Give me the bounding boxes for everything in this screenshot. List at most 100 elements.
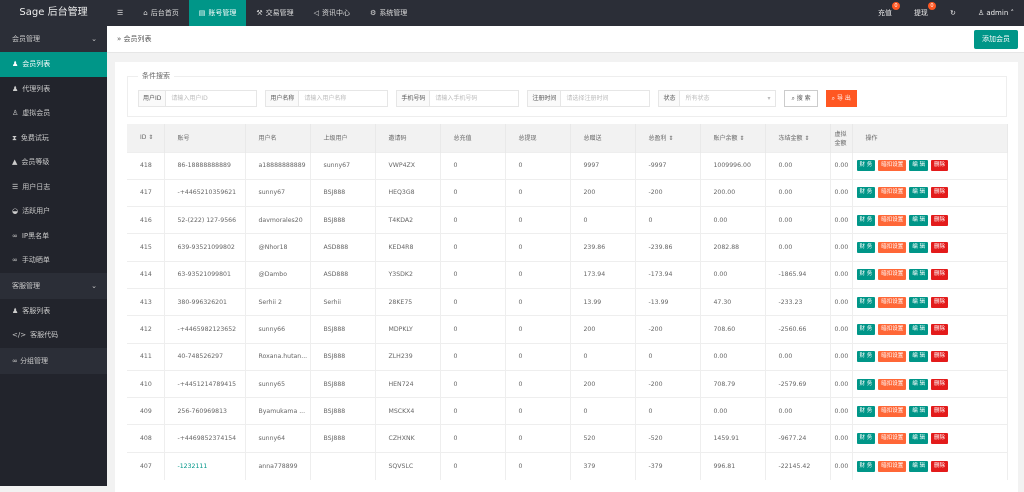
hidden-deduct-settings-button[interactable]: 暗扣设置	[878, 242, 907, 254]
sort-icon[interactable]: ⇕	[666, 135, 674, 143]
sidebar-item-ip-blacklist[interactable]: ∞ IP黑名单	[0, 224, 107, 249]
finance-button[interactable]: 财 务	[856, 269, 876, 281]
delete-button[interactable]: 删除	[931, 378, 949, 390]
delete-button[interactable]: 删除	[931, 214, 949, 226]
delete-button[interactable]: 删除	[931, 351, 949, 363]
nav-account[interactable]: ▤ 账号管理	[188, 0, 247, 26]
recharge-link[interactable]: 充值 0	[878, 0, 900, 26]
edit-button[interactable]: 编 辑	[909, 187, 929, 199]
refresh-icon[interactable]: ↻	[949, 9, 956, 17]
status-value[interactable]: 所有状态	[685, 95, 710, 102]
finance-button[interactable]: 财 务	[856, 351, 876, 363]
delete-button[interactable]: 删除	[931, 269, 949, 281]
column-header[interactable]: 总盈利 ⇕	[635, 124, 701, 152]
finance-button[interactable]: 财 务	[856, 296, 876, 308]
sidebar-group-support[interactable]: 客服管理 ⌄	[0, 272, 107, 299]
hidden-deduct-settings-button[interactable]: 暗扣设置	[878, 160, 907, 172]
column-header: 操作	[852, 124, 1008, 152]
sort-icon[interactable]: ⇕	[802, 135, 810, 143]
sidebar-item-free-trial[interactable]: ⧗ 免费试玩	[0, 126, 107, 151]
hidden-deduct-settings-button[interactable]: 暗扣设置	[878, 378, 907, 390]
register-time-field[interactable]: 注册时间 请选择注册时间	[527, 90, 651, 107]
edit-button[interactable]: 编 辑	[909, 160, 929, 172]
edit-button[interactable]: 编 辑	[909, 378, 929, 390]
nav-system[interactable]: ⚙ 系统管理	[360, 0, 417, 26]
hidden-deduct-settings-button[interactable]: 暗扣设置	[878, 296, 907, 308]
finance-button[interactable]: 财 务	[856, 214, 876, 226]
menu-toggle-icon[interactable]: ☰	[117, 9, 124, 17]
sidebar-item-virtual-members[interactable]: ♙ 虚拟会员	[0, 101, 107, 126]
sidebar-item-user-log[interactable]: ☰ 用户日志	[0, 175, 107, 200]
phone-input[interactable]: 请输入手机号码	[435, 95, 478, 102]
edit-button[interactable]: 编 辑	[909, 405, 929, 417]
finance-button[interactable]: 财 务	[856, 160, 876, 172]
edit-button[interactable]: 编 辑	[909, 433, 929, 445]
finance-button[interactable]: 财 务	[856, 460, 876, 472]
edit-button[interactable]: 编 辑	[909, 269, 929, 281]
finance-button[interactable]: 财 务	[856, 433, 876, 445]
sidebar-item-member-level[interactable]: ▲ 会员等级	[0, 150, 107, 175]
hidden-deduct-settings-button[interactable]: 暗扣设置	[878, 214, 907, 226]
register-time-input[interactable]: 请选择注册时间	[566, 95, 609, 102]
nav-trade[interactable]: ⚒ 交易管理	[246, 0, 303, 26]
withdraw-link[interactable]: 提现 0	[914, 0, 936, 26]
sidebar-item-active-users[interactable]: ◒ 活跃用户	[0, 199, 107, 224]
delete-button[interactable]: 删除	[931, 160, 949, 172]
sidebar-group-members[interactable]: 会员管理 ⌄	[0, 26, 107, 52]
hidden-deduct-settings-button[interactable]: 暗扣设置	[878, 433, 907, 445]
column-header[interactable]: 冻结金额 ⇕	[765, 124, 831, 152]
table-cell: 0	[440, 315, 506, 344]
user-icon: ♙	[977, 9, 987, 17]
finance-button[interactable]: 财 务	[856, 405, 876, 417]
search-button[interactable]: ⌕ 搜 索	[784, 90, 818, 107]
status-select[interactable]: 状态 所有状态 ▾	[658, 90, 777, 107]
hidden-deduct-settings-button[interactable]: 暗扣设置	[878, 351, 907, 363]
finance-button[interactable]: 财 务	[856, 187, 876, 199]
delete-button[interactable]: 删除	[931, 323, 949, 335]
nav-news[interactable]: ◁ 资讯中心	[304, 0, 360, 26]
finance-button[interactable]: 财 务	[856, 378, 876, 390]
user-id-input[interactable]: 请输入用户ID	[171, 95, 208, 102]
edit-button[interactable]: 编 辑	[909, 460, 929, 472]
delete-button[interactable]: 删除	[931, 187, 949, 199]
table-cell: 200.00	[700, 178, 766, 207]
hidden-deduct-settings-button[interactable]: 暗扣设置	[878, 460, 907, 472]
table-cell: 0	[505, 287, 571, 316]
sidebar-item-support-code[interactable]: </> 客服代码	[0, 323, 107, 348]
delete-button[interactable]: 删除	[931, 460, 949, 472]
delete-button[interactable]: 删除	[931, 242, 949, 254]
nav-home[interactable]: ⌂ 后台首页	[133, 0, 188, 26]
hidden-deduct-settings-button[interactable]: 暗扣设置	[878, 405, 907, 417]
edit-button[interactable]: 编 辑	[909, 214, 929, 226]
hidden-deduct-settings-button[interactable]: 暗扣设置	[878, 323, 907, 335]
user-icon: ♟	[12, 60, 19, 68]
sidebar-item-support-list[interactable]: ♟ 客服列表	[0, 299, 107, 324]
export-button[interactable]: ⌕ 导 出	[825, 90, 857, 107]
sidebar-item-manual-post[interactable]: ∞ 手动晒单	[0, 248, 107, 273]
edit-button[interactable]: 编 辑	[909, 242, 929, 254]
finance-button[interactable]: 财 务	[856, 323, 876, 335]
delete-button[interactable]: 删除	[931, 405, 949, 417]
username-field[interactable]: 用户名称 请输入用户名称	[265, 90, 389, 107]
sidebar-item-agent-list[interactable]: ♟ 代理列表	[0, 77, 107, 102]
hidden-deduct-settings-button[interactable]: 暗扣设置	[878, 187, 907, 199]
edit-button[interactable]: 编 辑	[909, 323, 929, 335]
column-header[interactable]: 账户余额 ⇕	[700, 124, 766, 152]
sort-icon[interactable]: ⇕	[737, 135, 745, 143]
sort-icon[interactable]: ⇕	[146, 134, 154, 142]
phone-field[interactable]: 手机号码 请输入手机号码	[396, 90, 520, 107]
column-header[interactable]: ID ⇕	[127, 124, 165, 152]
hidden-deduct-settings-button[interactable]: 暗扣设置	[878, 269, 907, 281]
sidebar-item-member-list[interactable]: ♟ 会员列表	[0, 52, 107, 77]
username-input[interactable]: 请输入用户名称	[304, 95, 347, 102]
delete-button[interactable]: 删除	[931, 296, 949, 308]
finance-button[interactable]: 财 务	[856, 242, 876, 254]
table-cell: BSJ888	[310, 206, 376, 234]
sidebar-item-group-management[interactable]: ∞ 分组管理	[0, 347, 107, 374]
delete-button[interactable]: 删除	[931, 433, 949, 445]
edit-button[interactable]: 编 辑	[909, 296, 929, 308]
user-id-field[interactable]: 用户ID 请输入用户ID	[138, 90, 258, 107]
edit-button[interactable]: 编 辑	[909, 351, 929, 363]
add-member-button[interactable]: 添加会员	[974, 30, 1018, 49]
user-menu[interactable]: ♙ admin ˄	[978, 0, 1014, 26]
